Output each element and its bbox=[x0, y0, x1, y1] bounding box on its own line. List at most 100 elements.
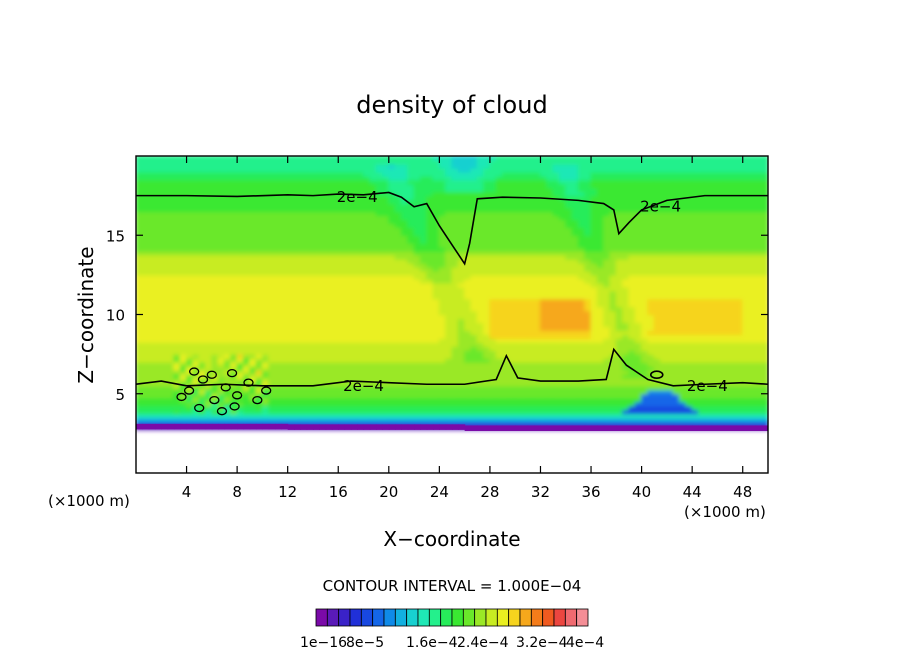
field-cell bbox=[565, 290, 573, 296]
field-cell bbox=[186, 218, 194, 225]
field-cell bbox=[249, 282, 257, 288]
field-cell bbox=[148, 337, 156, 343]
field-cell bbox=[514, 199, 523, 205]
field-cell bbox=[337, 389, 346, 395]
field-cell bbox=[369, 226, 377, 232]
field-cell bbox=[445, 183, 453, 189]
field-cell bbox=[280, 369, 289, 375]
field-cell bbox=[274, 234, 283, 240]
field-cell bbox=[508, 393, 516, 399]
field-cell bbox=[198, 262, 207, 268]
field-cell bbox=[502, 199, 510, 205]
field-cell bbox=[539, 306, 548, 312]
field-cell bbox=[514, 191, 523, 197]
field-cell bbox=[394, 365, 403, 371]
field-cell bbox=[375, 401, 384, 407]
field-cell bbox=[261, 214, 270, 221]
field-cell bbox=[350, 159, 358, 165]
field-cell bbox=[274, 286, 283, 292]
field-cell bbox=[242, 156, 251, 161]
field-cell bbox=[470, 266, 478, 272]
field-cell bbox=[261, 242, 270, 248]
field-cell bbox=[527, 278, 535, 284]
field-cell bbox=[419, 171, 428, 177]
field-cell bbox=[400, 214, 409, 221]
field-cell bbox=[546, 361, 554, 367]
field-cell bbox=[502, 337, 510, 343]
field-cell bbox=[205, 381, 213, 387]
field-cell bbox=[546, 393, 554, 399]
field-cell bbox=[451, 207, 460, 213]
field-cell bbox=[192, 286, 200, 292]
field-cell bbox=[521, 369, 529, 375]
field-cell bbox=[400, 401, 409, 407]
field-cell bbox=[192, 369, 200, 375]
field-cell bbox=[438, 163, 447, 169]
field-cell bbox=[312, 258, 320, 264]
field-cell bbox=[375, 341, 384, 347]
field-cell bbox=[502, 238, 510, 244]
field-cell bbox=[205, 270, 213, 276]
field-cell bbox=[565, 329, 573, 336]
field-cell bbox=[356, 409, 365, 415]
field-cell bbox=[217, 393, 226, 399]
field-cell bbox=[508, 337, 516, 343]
field-cell bbox=[186, 333, 194, 339]
field-cell bbox=[571, 179, 580, 185]
field-cell bbox=[394, 306, 403, 312]
field-cell bbox=[136, 420, 144, 427]
field-cell bbox=[344, 242, 352, 248]
field-cell bbox=[205, 361, 213, 367]
field-cell bbox=[179, 183, 188, 189]
field-cell bbox=[464, 405, 472, 411]
field-cell bbox=[205, 413, 213, 419]
field-cell bbox=[223, 214, 232, 221]
field-cell bbox=[558, 159, 567, 165]
field-cell bbox=[350, 417, 358, 423]
field-cell bbox=[369, 159, 377, 165]
field-cell bbox=[318, 270, 327, 276]
field-cell bbox=[476, 401, 485, 407]
field-cell bbox=[306, 361, 314, 367]
field-cell bbox=[205, 357, 213, 363]
field-cell bbox=[136, 401, 144, 407]
field-cell bbox=[527, 290, 535, 296]
field-cell bbox=[148, 385, 156, 391]
field-cell bbox=[451, 337, 460, 343]
field-cell bbox=[558, 381, 567, 387]
field-cell bbox=[242, 310, 251, 316]
field-cell bbox=[533, 242, 542, 248]
field-cell bbox=[470, 191, 478, 197]
field-cell bbox=[268, 262, 276, 268]
field-cell bbox=[141, 417, 150, 423]
field-cell bbox=[236, 210, 245, 217]
field-cell bbox=[192, 234, 200, 240]
field-cell bbox=[337, 357, 346, 363]
field-cell bbox=[350, 314, 358, 320]
field-cell bbox=[274, 349, 283, 355]
field-cell bbox=[527, 214, 535, 221]
field-cell bbox=[186, 163, 194, 169]
field-cell bbox=[148, 171, 156, 177]
field-cell bbox=[148, 405, 156, 411]
field-cell bbox=[400, 226, 409, 232]
field-cell bbox=[514, 314, 523, 320]
field-cell bbox=[136, 274, 144, 280]
field-cell bbox=[558, 401, 567, 407]
field-cell bbox=[445, 341, 453, 347]
field-cell bbox=[489, 278, 497, 284]
field-cell bbox=[400, 258, 409, 264]
field-cell bbox=[388, 413, 396, 419]
field-cell bbox=[394, 286, 403, 292]
field-cell bbox=[381, 156, 390, 161]
field-cell bbox=[198, 183, 207, 189]
field-cell bbox=[539, 349, 548, 355]
field-cell bbox=[331, 246, 339, 252]
field-cell bbox=[141, 199, 150, 205]
field-cell bbox=[255, 179, 264, 185]
field-cell bbox=[236, 258, 245, 264]
field-cell bbox=[274, 298, 283, 304]
field-cell bbox=[268, 420, 276, 427]
field-cell bbox=[148, 389, 156, 395]
field-cell bbox=[173, 385, 181, 391]
